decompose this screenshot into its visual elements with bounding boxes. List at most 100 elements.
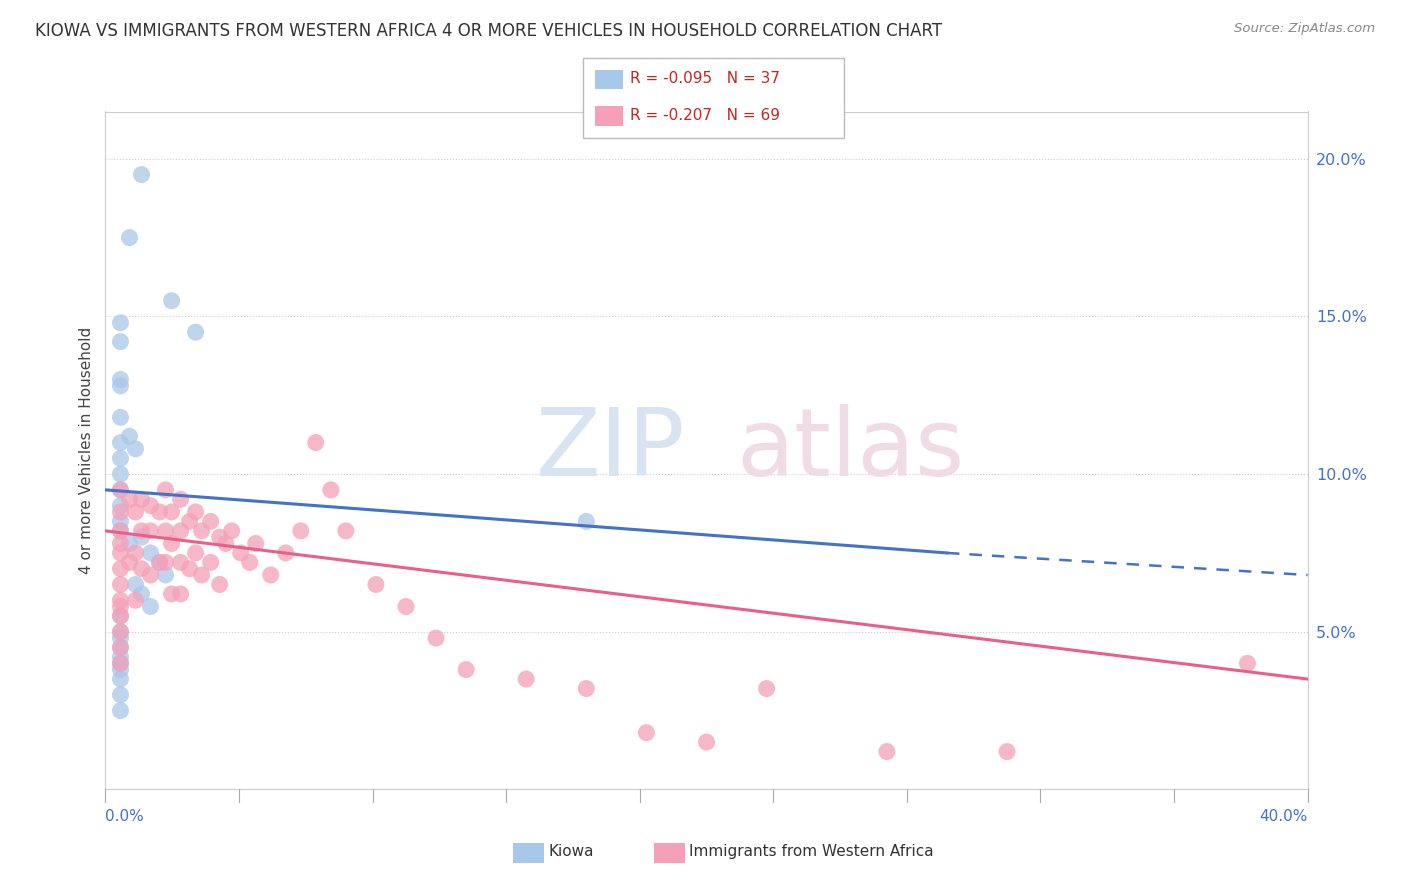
Point xyxy=(110,524,132,538)
Point xyxy=(155,568,177,582)
Point xyxy=(118,536,141,550)
Text: Immigrants from Western Africa: Immigrants from Western Africa xyxy=(689,845,934,859)
Point xyxy=(155,524,177,538)
Point xyxy=(139,568,162,582)
Point xyxy=(305,435,328,450)
Point xyxy=(200,515,222,529)
Point xyxy=(110,631,132,645)
Point xyxy=(229,546,252,560)
Point xyxy=(575,515,598,529)
Point xyxy=(755,681,778,696)
Point xyxy=(110,657,132,671)
Point xyxy=(636,725,658,739)
Y-axis label: 4 or more Vehicles in Household: 4 or more Vehicles in Household xyxy=(79,326,94,574)
Point xyxy=(290,524,312,538)
Point xyxy=(139,524,162,538)
Point xyxy=(110,546,132,560)
Point xyxy=(131,168,153,182)
Point xyxy=(335,524,357,538)
Point xyxy=(876,745,898,759)
Point xyxy=(208,577,231,591)
Point xyxy=(221,524,243,538)
Point xyxy=(124,577,146,591)
Point xyxy=(169,555,191,569)
Text: Kiowa: Kiowa xyxy=(548,845,593,859)
Point xyxy=(190,524,212,538)
Point xyxy=(124,593,146,607)
Point xyxy=(110,334,132,349)
Point xyxy=(575,681,598,696)
Point xyxy=(200,555,222,569)
Point xyxy=(184,325,207,339)
Point xyxy=(110,536,132,550)
Point xyxy=(110,316,132,330)
Point xyxy=(110,657,132,671)
Point xyxy=(184,546,207,560)
Point xyxy=(139,546,162,560)
Point xyxy=(245,536,267,550)
Point xyxy=(274,546,297,560)
Point xyxy=(139,499,162,513)
Point xyxy=(184,505,207,519)
Point xyxy=(131,562,153,576)
Point xyxy=(454,663,477,677)
Point xyxy=(110,650,132,665)
Point xyxy=(395,599,418,614)
Text: 40.0%: 40.0% xyxy=(1260,809,1308,823)
Point xyxy=(131,492,153,507)
Point xyxy=(110,704,132,718)
Point xyxy=(124,442,146,456)
Point xyxy=(110,577,132,591)
Point xyxy=(160,536,183,550)
Point xyxy=(169,587,191,601)
Point xyxy=(169,524,191,538)
Point xyxy=(425,631,447,645)
Text: Source: ZipAtlas.com: Source: ZipAtlas.com xyxy=(1234,22,1375,36)
Point xyxy=(110,451,132,466)
Point xyxy=(118,555,141,569)
Point xyxy=(110,609,132,624)
Text: ZIP: ZIP xyxy=(536,404,685,497)
Point xyxy=(364,577,387,591)
Point xyxy=(110,483,132,497)
Point xyxy=(110,672,132,686)
Text: 0.0%: 0.0% xyxy=(105,809,145,823)
Point xyxy=(118,230,141,244)
Point xyxy=(110,663,132,677)
Point xyxy=(160,293,183,308)
Point xyxy=(190,568,212,582)
Point xyxy=(131,524,153,538)
Text: R = -0.207   N = 69: R = -0.207 N = 69 xyxy=(630,108,780,122)
Point xyxy=(179,515,201,529)
Point xyxy=(124,546,146,560)
Point xyxy=(110,379,132,393)
Text: R = -0.095   N = 37: R = -0.095 N = 37 xyxy=(630,71,780,86)
Point xyxy=(155,555,177,569)
Point xyxy=(110,524,132,538)
Point xyxy=(160,587,183,601)
Point xyxy=(319,483,342,497)
Point xyxy=(1236,657,1258,671)
Point xyxy=(110,515,132,529)
Text: KIOWA VS IMMIGRANTS FROM WESTERN AFRICA 4 OR MORE VEHICLES IN HOUSEHOLD CORRELAT: KIOWA VS IMMIGRANTS FROM WESTERN AFRICA … xyxy=(35,22,942,40)
Point xyxy=(110,372,132,386)
Point xyxy=(118,492,141,507)
Point xyxy=(155,483,177,497)
Point xyxy=(148,555,170,569)
Point xyxy=(110,562,132,576)
Point xyxy=(110,410,132,425)
Point xyxy=(110,624,132,639)
Point xyxy=(110,467,132,482)
Point xyxy=(110,609,132,624)
Point xyxy=(515,672,537,686)
Point xyxy=(110,593,132,607)
Point xyxy=(208,530,231,544)
Point xyxy=(239,555,262,569)
Point xyxy=(110,435,132,450)
Point xyxy=(179,562,201,576)
Point xyxy=(110,499,132,513)
Text: atlas: atlas xyxy=(737,404,965,497)
Point xyxy=(148,555,170,569)
Point xyxy=(169,492,191,507)
Point xyxy=(139,599,162,614)
